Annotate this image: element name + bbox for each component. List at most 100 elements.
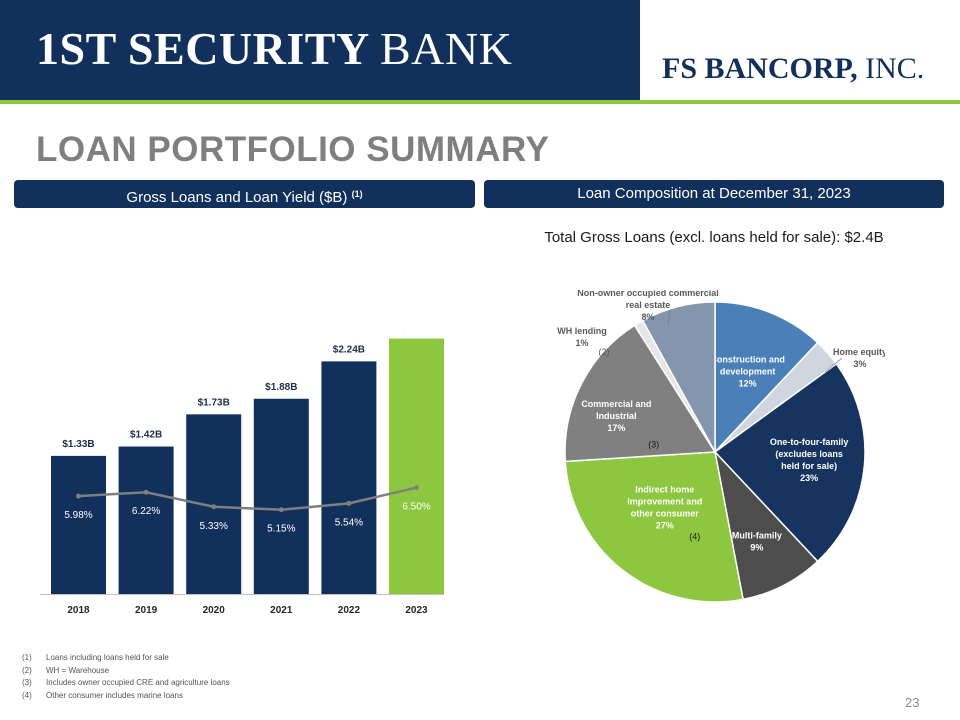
footnote-number: (1) <box>22 653 32 662</box>
home-equity-leader-line <box>824 357 843 373</box>
bar-value-label: $1.42B <box>130 430 162 441</box>
footnote-row: (2) WH = Warehouse <box>22 665 230 678</box>
pie-slice-multi-family <box>713 449 819 601</box>
bar-2023 <box>389 338 444 594</box>
pie-label-line: 27% <box>656 521 674 531</box>
header-banner: 1ST SECURITY BANK <box>0 0 640 100</box>
pie-label-line: 23% <box>800 473 818 483</box>
pie-label-line: 3% <box>853 359 866 369</box>
x-tick-label: 2022 <box>338 605 361 616</box>
pie-label-line: 9% <box>750 543 763 553</box>
page-title: LOAN PORTFOLIO SUMMARY <box>36 130 550 169</box>
pie-footnote-marker: (4) <box>689 532 700 542</box>
x-tick-label: 2020 <box>203 605 226 616</box>
footnote-text: Includes owner occupied CRE and agricult… <box>46 678 230 687</box>
pie-slice-label: One-to-four-family (excludes loans held fo… <box>770 437 849 483</box>
pie-slice-commercial-and <box>564 324 717 463</box>
footnotes: (1) Loans including loans held for sale (… <box>22 652 230 702</box>
pie-footnote-marker: (2) <box>599 347 610 357</box>
bar-value-label: $1.88B <box>265 382 297 393</box>
yield-line <box>78 486 417 511</box>
bar-value-label: $1.33B <box>62 439 94 450</box>
fs-bancorp-logo: FS BANCORP, INC. <box>662 52 924 86</box>
pie-label-line: Multi-family <box>732 531 782 541</box>
yield-point <box>211 504 217 510</box>
pie-label-line: Indirect home <box>635 485 694 495</box>
pie-slice-label: WH lending 1% <box>557 326 607 348</box>
footnote-number: (3) <box>22 678 32 687</box>
footnote-text: Other consumer includes marine loans <box>46 690 183 700</box>
bar-value-label: $2.46B <box>400 330 432 333</box>
first-security-bank-logo: 1ST SECURITY BANK <box>36 22 512 75</box>
bar-value-label: $2.24B <box>333 344 365 355</box>
yield-label: 5.54% <box>335 517 363 528</box>
footnote-number: (2) <box>22 665 32 675</box>
cre-leader-line <box>667 309 671 327</box>
pie-slice-non-owner-occupied-commercial <box>641 301 716 453</box>
yield-label: 6.50% <box>402 502 430 513</box>
pie-label-line: real estate <box>626 300 671 310</box>
pie-slice-label: Construction and development 12% <box>710 354 785 388</box>
loan-composition-pie-chart: Construction and development 12% Home equit… <box>557 290 885 603</box>
pie-label-line: 1% <box>575 338 588 348</box>
x-tick-label: 2019 <box>135 605 158 616</box>
right-panel-header: Loan Composition at December 31, 2023 <box>484 180 944 208</box>
pie-label-line: (excludes loans <box>775 449 843 459</box>
bar-value-label: $1.73B <box>198 397 230 408</box>
bar-2022 <box>321 361 377 594</box>
yield-point <box>414 485 419 491</box>
yield-label: 5.98% <box>64 510 92 521</box>
footnote-row: (3) Includes owner occupied CRE and agric… <box>22 677 230 690</box>
pie-label-line: held for sale) <box>781 461 837 471</box>
bancorp-logo-main: FS BANCORP, <box>662 52 858 85</box>
pie-label-line: improvement and <box>627 497 702 507</box>
bar-2020 <box>186 414 242 594</box>
yield-label: 5.15% <box>267 524 295 535</box>
pie-label-line: One-to-four-family <box>770 437 849 447</box>
page-number: 23 <box>905 695 920 710</box>
bar-2021 <box>253 398 309 594</box>
pie-label-line: Construction and <box>710 354 785 364</box>
pie-slice-indirect-home <box>564 451 744 603</box>
pie-slice-label: Commercial and Industrial 17% <box>581 399 651 433</box>
x-tick-label: 2021 <box>270 605 293 616</box>
left-panel-header-footnote: (1) <box>351 189 363 199</box>
pie-slice-label: Home equity 3% <box>833 347 885 369</box>
pie-label-line: 12% <box>739 378 757 388</box>
footnote-number: (4) <box>22 690 32 700</box>
x-tick-label: 2018 <box>67 605 90 616</box>
bar-2018 <box>51 455 106 594</box>
pie-subtitle: Total Gross Loans (excl. loans held for … <box>544 229 884 246</box>
pie-slice-construction-and <box>714 301 819 454</box>
yield-point <box>346 500 352 506</box>
pie-slice-label: Indirect home improvement and other consum… <box>627 485 702 531</box>
bancorp-logo-inc: INC. <box>865 52 925 85</box>
pie-label-line: other consumer <box>631 509 700 519</box>
yield-point <box>143 489 149 495</box>
pie-label-line: Non-owner occupied commercial <box>577 290 719 298</box>
pie-label-line: WH lending <box>557 326 607 336</box>
bar-2019 <box>118 446 174 594</box>
bank-logo-bank: BANK <box>379 23 513 74</box>
gross-loans-bar-chart: $1.33B 2018 $1.42B 2019 $1.73B 2020 $1.88B 2021… <box>40 330 444 616</box>
x-tick-label: 2023 <box>405 605 428 616</box>
pie-footnote-marker: (3) <box>648 440 659 450</box>
pie-slice-label: Multi-family 9% <box>732 531 782 553</box>
footnote-row: (1) Loans including loans held for sale <box>22 652 230 665</box>
left-panel-header-text: Gross Loans and Loan Yield ($B) <box>126 189 348 206</box>
footnote-text: WH = Warehouse <box>46 665 110 675</box>
pie-slice-label: Non-owner occupied commercial real estate… <box>577 290 719 322</box>
header-divider <box>0 100 960 104</box>
yield-point <box>278 507 284 513</box>
pie-label-line: development <box>720 366 776 376</box>
pie-slice-one-to-four-family <box>713 362 866 563</box>
footnote-text: Loans including loans held for sale <box>46 653 169 662</box>
pie-label-line: 8% <box>641 312 654 322</box>
left-panel-header: Gross Loans and Loan Yield ($B) (1) <box>14 180 475 208</box>
pie-label-line: Industrial <box>596 411 637 421</box>
pie-label-line: Commercial and <box>581 399 651 409</box>
yield-point <box>76 493 81 499</box>
pie-label-line: Home equity <box>833 347 885 357</box>
bank-logo-main: 1ST SECURITY <box>36 23 368 74</box>
yield-label: 5.33% <box>200 521 228 532</box>
